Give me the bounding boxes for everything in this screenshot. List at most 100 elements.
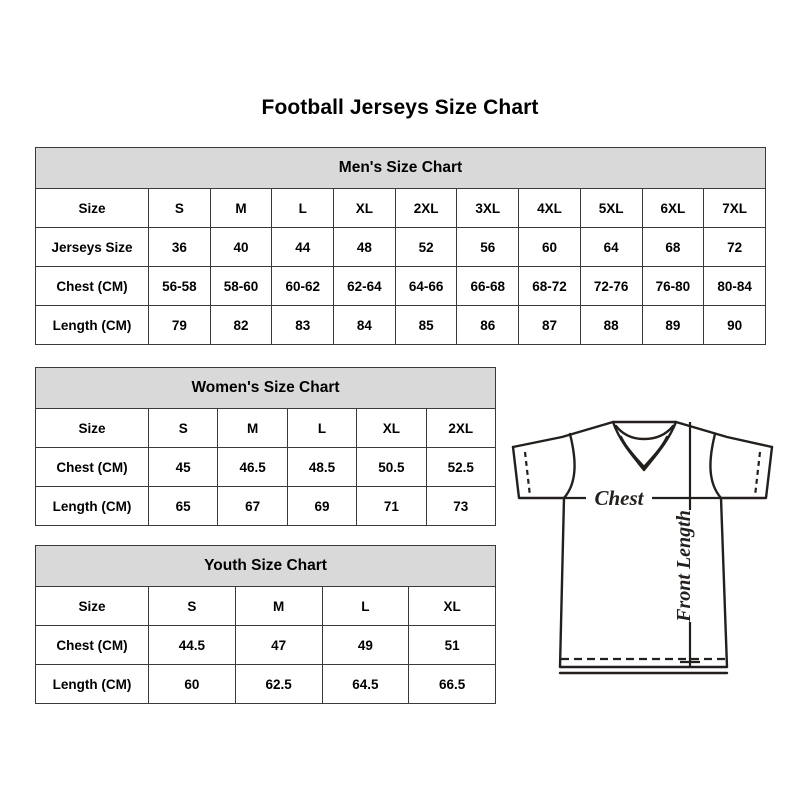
collar-band-curve <box>614 424 675 441</box>
mens-cell: 68 <box>641 227 705 267</box>
womens-section-title: Women's Size Chart <box>35 367 496 409</box>
mens-cell: 40 <box>209 227 273 267</box>
mens-cell: 83 <box>271 305 335 345</box>
mens-col-header: S <box>148 188 211 228</box>
womens-col-header: L <box>286 408 358 448</box>
mens-cell: 84 <box>333 305 396 345</box>
mens-cell: 87 <box>518 305 581 345</box>
mens-col-header: 6XL <box>641 188 705 228</box>
mens-corner-label: Size <box>35 188 149 228</box>
youth-col-header: XL <box>408 586 497 626</box>
front-length-label: Front Length <box>673 510 695 623</box>
womens-cell: 48.5 <box>286 447 358 487</box>
mens-section-title: Men's Size Chart <box>34 147 767 189</box>
youth-col-header: S <box>148 586 236 626</box>
page-title: Football Jerseys Size Chart <box>261 96 539 119</box>
mens-cell: 52 <box>394 227 458 267</box>
mens-cell: 79 <box>148 305 211 345</box>
table-row: Jerseys Size 36 40 44 48 52 56 60 64 68 … <box>35 227 767 267</box>
left-shoulder-line <box>511 420 615 449</box>
mens-col-header: 4XL <box>518 188 581 228</box>
table-section-title-row: Men's Size Chart <box>34 147 767 189</box>
youth-corner-label: Size <box>35 586 149 626</box>
mens-size-chart-table: Men's Size Chart Size S M L XL 2XL 3XL 4… <box>34 147 767 345</box>
mens-cell: 72 <box>703 227 767 267</box>
womens-col-header: 2XL <box>425 408 497 448</box>
table-row: Length (CM) 79 82 83 84 85 86 87 88 89 9… <box>35 305 767 345</box>
womens-cell: 52.5 <box>425 447 497 487</box>
table-header-row: Size S M L XL 2XL 3XL 4XL 5XL 6XL 7XL <box>35 188 767 228</box>
right-sleeve-cuff <box>719 445 774 500</box>
table-header-row: Size S M L XL <box>35 586 497 626</box>
mens-cell: 86 <box>456 305 520 345</box>
youth-row-label: Chest (CM) <box>35 625 149 665</box>
mens-col-header: L <box>271 188 335 228</box>
womens-cell: 69 <box>286 486 358 526</box>
right-cuff-dash <box>753 451 762 497</box>
youth-cell: 60 <box>148 664 236 704</box>
mens-col-header: XL <box>333 188 396 228</box>
mens-col-header: 2XL <box>394 188 458 228</box>
mens-cell: 80-84 <box>703 266 767 306</box>
womens-cell: 45 <box>147 447 219 487</box>
sleeve-cuff-dashes <box>523 451 762 497</box>
youth-size-chart-table: Youth Size Chart Size S M L XL Chest (CM… <box>34 545 497 704</box>
table-section-title-row: Women's Size Chart <box>35 367 496 409</box>
mens-cell: 89 <box>641 305 705 345</box>
mens-cell: 68-72 <box>518 266 581 306</box>
mens-cell: 58-60 <box>209 266 273 306</box>
mens-col-header: 7XL <box>703 188 767 228</box>
mens-cell: 90 <box>703 305 767 345</box>
youth-cell: 66.5 <box>408 664 497 704</box>
table-row: Chest (CM) 44.5 47 49 51 <box>35 625 497 665</box>
mens-row-label: Chest (CM) <box>35 266 149 306</box>
mens-cell: 60 <box>518 227 581 267</box>
left-armhole-seam <box>562 432 576 500</box>
youth-cell: 47 <box>234 625 323 665</box>
womens-corner-label: Size <box>35 408 149 448</box>
mens-col-header: 5XL <box>579 188 643 228</box>
womens-size-chart-table: Women's Size Chart Size S M L XL 2XL Che… <box>35 367 497 526</box>
front-length-measure-line <box>680 422 700 666</box>
neckline-inner-v <box>619 435 669 469</box>
mens-cell: 60-62 <box>271 266 335 306</box>
table-row: Chest (CM) 45 46.5 48.5 50.5 52.5 <box>35 447 497 487</box>
body-outline <box>558 496 729 669</box>
mens-col-header: M <box>209 188 273 228</box>
womens-cell: 73 <box>425 486 497 526</box>
mens-cell: 88 <box>579 305 643 345</box>
mens-cell: 44 <box>271 227 335 267</box>
youth-cell: 62.5 <box>234 664 323 704</box>
mens-col-header: 3XL <box>456 188 520 228</box>
table-row: Chest (CM) 56-58 58-60 60-62 62-64 64-66… <box>35 266 767 306</box>
mens-cell: 72-76 <box>579 266 643 306</box>
table-section-title-row: Youth Size Chart <box>34 545 497 587</box>
womens-col-header: XL <box>356 408 427 448</box>
youth-cell: 49 <box>321 625 410 665</box>
mens-cell: 48 <box>333 227 396 267</box>
youth-cell: 44.5 <box>148 625 236 665</box>
youth-cell: 64.5 <box>321 664 410 704</box>
womens-row-label: Chest (CM) <box>35 447 149 487</box>
womens-cell: 65 <box>147 486 219 526</box>
mens-cell: 64-66 <box>394 266 458 306</box>
mens-cell: 56 <box>456 227 520 267</box>
neckline-outer <box>611 420 678 472</box>
mens-cell: 56-58 <box>148 266 211 306</box>
youth-row-label: Length (CM) <box>35 664 149 704</box>
mens-cell: 36 <box>148 227 211 267</box>
mens-cell: 64 <box>579 227 643 267</box>
youth-col-header: M <box>234 586 323 626</box>
womens-col-header: M <box>217 408 288 448</box>
mens-row-label: Length (CM) <box>35 305 149 345</box>
womens-cell: 67 <box>217 486 288 526</box>
left-sleeve-cuff <box>511 445 566 500</box>
jersey-outline <box>511 420 774 675</box>
right-armhole-seam <box>709 432 723 500</box>
chest-label: Chest <box>594 486 644 510</box>
jersey-svg: Chest Front Length <box>511 420 774 675</box>
jersey-measurement-diagram: Chest Front Length <box>500 390 785 685</box>
womens-col-header: S <box>147 408 219 448</box>
youth-section-title: Youth Size Chart <box>34 545 497 587</box>
